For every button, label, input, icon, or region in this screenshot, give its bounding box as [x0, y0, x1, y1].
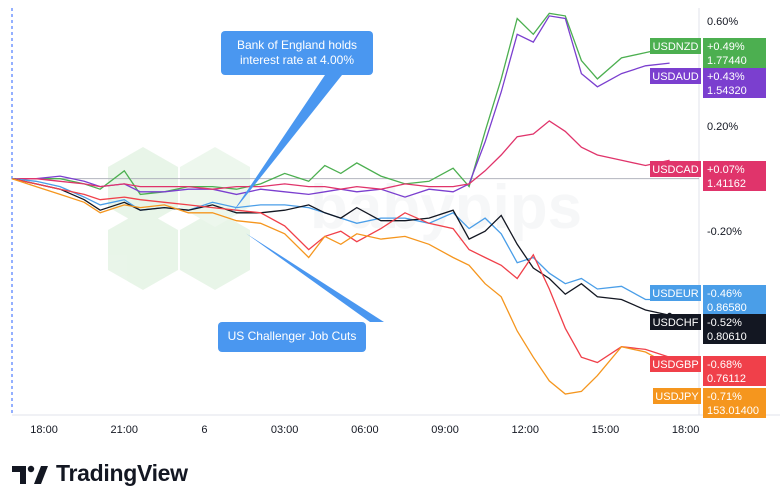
series-name: USDJPY [655, 391, 699, 403]
annotation-text: US Challenger Job Cuts [228, 329, 357, 343]
y-tick-label: -0.20% [707, 226, 742, 238]
series-label-usdnzd: USDNZD +0.49% 1.77440 [650, 38, 766, 68]
annotation-callout: US Challenger Job Cuts [218, 233, 384, 352]
x-tick-label: 09:00 [431, 424, 459, 436]
series-line-usdgbp [11, 178, 670, 364]
x-tick-label: 18:00 [30, 424, 58, 436]
series-line-usdaud [12, 15, 670, 198]
series-change: +0.07% [707, 164, 745, 176]
series-price: 1.77440 [707, 55, 747, 67]
x-tick-label: 06:00 [351, 424, 379, 436]
series-label-usdgbp: USDGBP -0.68% 0.76112 [650, 356, 766, 386]
x-tick-label: 15:00 [592, 424, 620, 436]
annotation-text: interest rate at 4.00% [240, 53, 354, 67]
series-change: -0.52% [707, 317, 742, 329]
y-tick-label: 0.60% [707, 16, 738, 28]
series-price: 0.76112 [707, 373, 746, 385]
tradingview-logo-icon [12, 465, 48, 484]
annotation-text: Bank of England holds [237, 38, 357, 52]
series-label-usdjpy: USDJPY -0.71% 153.01400 [653, 388, 766, 418]
series-line-usdchf [11, 178, 670, 316]
series-change: -0.46% [707, 288, 742, 300]
tradingview-logo-text: TradingView [56, 460, 188, 486]
x-tick-label: 12:00 [511, 424, 539, 436]
y-tick-label: 0.20% [707, 121, 738, 133]
series-change: +0.49% [707, 41, 745, 53]
series-layer [11, 12, 673, 395]
babypips-watermark: babypips [108, 147, 582, 290]
series-price: 0.80610 [707, 331, 747, 343]
watermark-text: babypips [310, 173, 582, 242]
series-name: USDCAD [652, 164, 699, 176]
series-change: -0.68% [707, 359, 742, 371]
series-line-usdeur [11, 178, 670, 301]
series-line-usdcad [12, 120, 670, 190]
series-name: USDAUD [652, 71, 699, 83]
series-change: -0.71% [707, 391, 742, 403]
series-price: 153.01400 [707, 405, 759, 417]
series-price: 1.41162 [707, 178, 746, 190]
series-line-usdjpy [11, 178, 670, 395]
x-tick-label: 03:00 [271, 424, 299, 436]
series-name: USDCHF [653, 317, 699, 329]
series-price: 0.86580 [707, 302, 747, 314]
x-axis-ticks: 18:00 21:00 6 03:00 06:00 09:00 12:00 15:00 18:0… [30, 424, 699, 436]
series-label-usdaud: USDAUD +0.43% 1.54320 [650, 68, 766, 98]
series-label-usdchf: USDCHF -0.52% 0.80610 [650, 314, 766, 344]
series-change: +0.43% [707, 71, 745, 83]
series-name: USDGBP [652, 359, 698, 371]
x-tick-label: 6 [201, 424, 207, 436]
series-line-usdnzd [12, 12, 670, 196]
series-label-usdeur: USDEUR -0.46% 0.86580 [650, 285, 766, 315]
series-label-usdcad: USDCAD +0.07% 1.41162 [650, 161, 766, 191]
series-price: 1.54320 [707, 85, 747, 97]
tradingview-logo[interactable]: TradingView [12, 460, 188, 487]
series-name: USDNZD [653, 41, 699, 53]
x-tick-label: 21:00 [111, 424, 139, 436]
x-tick-label: 18:00 [672, 424, 700, 436]
series-name: USDEUR [652, 288, 699, 300]
